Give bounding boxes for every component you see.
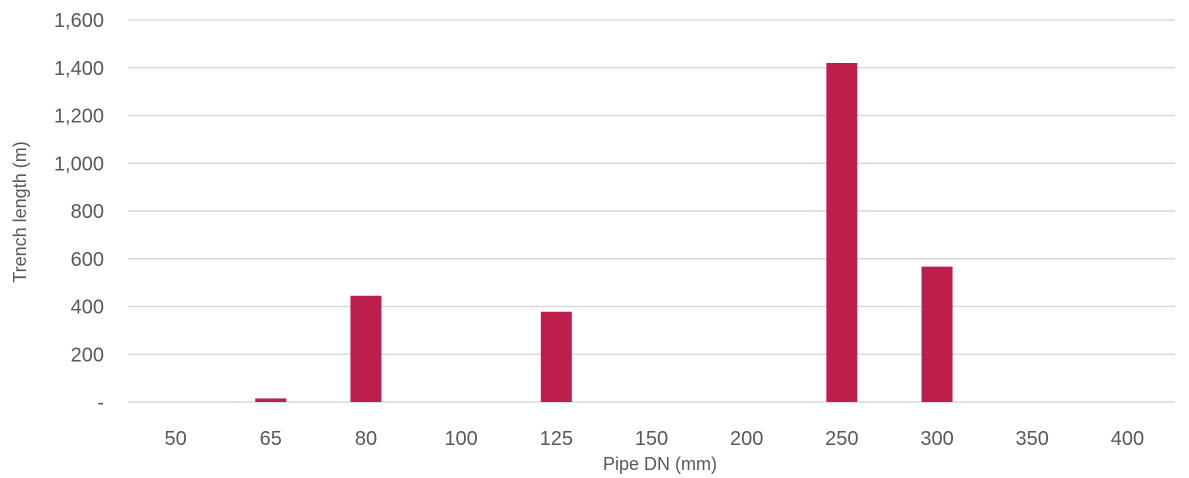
x-tick-label: 80 — [355, 428, 377, 450]
y-axis-title: Trench length (m) — [10, 141, 30, 282]
y-axis-tick-labels: - 200 400 600 800 1,000 1,200 1,400 1,600 — [54, 10, 104, 414]
gridlines — [128, 19, 1175, 403]
y-tick-label: 400 — [71, 297, 104, 319]
y-tick-label: 1,000 — [54, 153, 104, 175]
bar-250 — [826, 62, 858, 402]
x-axis-tick-labels: 50 65 80 100 125 150 200 250 300 350 400 — [164, 428, 1144, 450]
bar-80 — [350, 295, 382, 402]
bar-65 — [255, 398, 287, 402]
x-tick-label: 50 — [164, 428, 186, 450]
y-tick-label: 600 — [71, 249, 104, 271]
x-tick-label: 350 — [1016, 428, 1049, 450]
x-tick-label: 300 — [920, 428, 953, 450]
x-tick-label: 250 — [825, 428, 858, 450]
y-tick-label: 1,400 — [54, 58, 104, 80]
y-tick-label: 800 — [71, 201, 104, 223]
x-tick-label: 125 — [540, 428, 573, 450]
y-tick-label: 1,200 — [54, 106, 104, 128]
x-tick-label: 65 — [260, 428, 282, 450]
x-tick-label: 150 — [635, 428, 668, 450]
y-tick-label: 1,600 — [54, 10, 104, 32]
x-tick-label: 200 — [730, 428, 763, 450]
x-tick-label: 100 — [444, 428, 477, 450]
y-tick-label: - — [97, 392, 104, 414]
bar-300 — [921, 266, 953, 402]
x-tick-label: 400 — [1111, 428, 1144, 450]
bar-125 — [540, 311, 572, 402]
y-tick-label: 200 — [71, 344, 104, 366]
x-axis-title: Pipe DN (mm) — [603, 454, 717, 474]
bars — [255, 62, 953, 402]
